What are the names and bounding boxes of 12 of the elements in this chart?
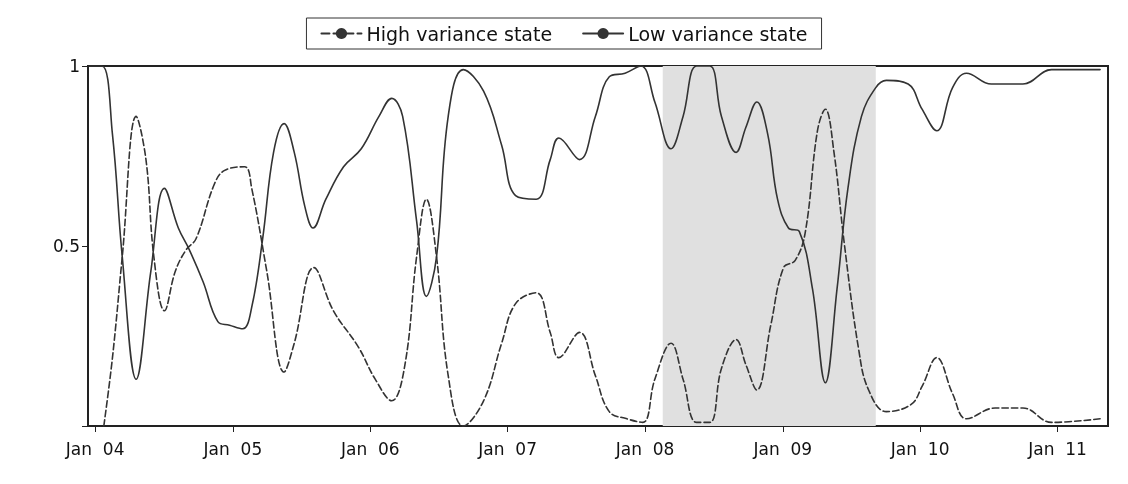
y-tick-label: 1 (69, 56, 80, 76)
x-tick-label: Jan 07 (477, 438, 537, 459)
y-tick-label: 0.5 (52, 236, 80, 256)
legend-label: High variance state (366, 22, 553, 45)
x-tick-label: Jan 09 (752, 438, 813, 459)
x-tick-label: Jan 11 (1027, 438, 1087, 459)
legend-label: Low variance state (628, 22, 808, 45)
x-tick-label: Jan 06 (339, 438, 400, 459)
x-tick-label: Jan 08 (614, 438, 675, 459)
x-tick-label: Jan 10 (889, 438, 950, 459)
x-tick-label: Jan 04 (64, 438, 125, 459)
x-tick-label: Jan 05 (202, 438, 263, 459)
